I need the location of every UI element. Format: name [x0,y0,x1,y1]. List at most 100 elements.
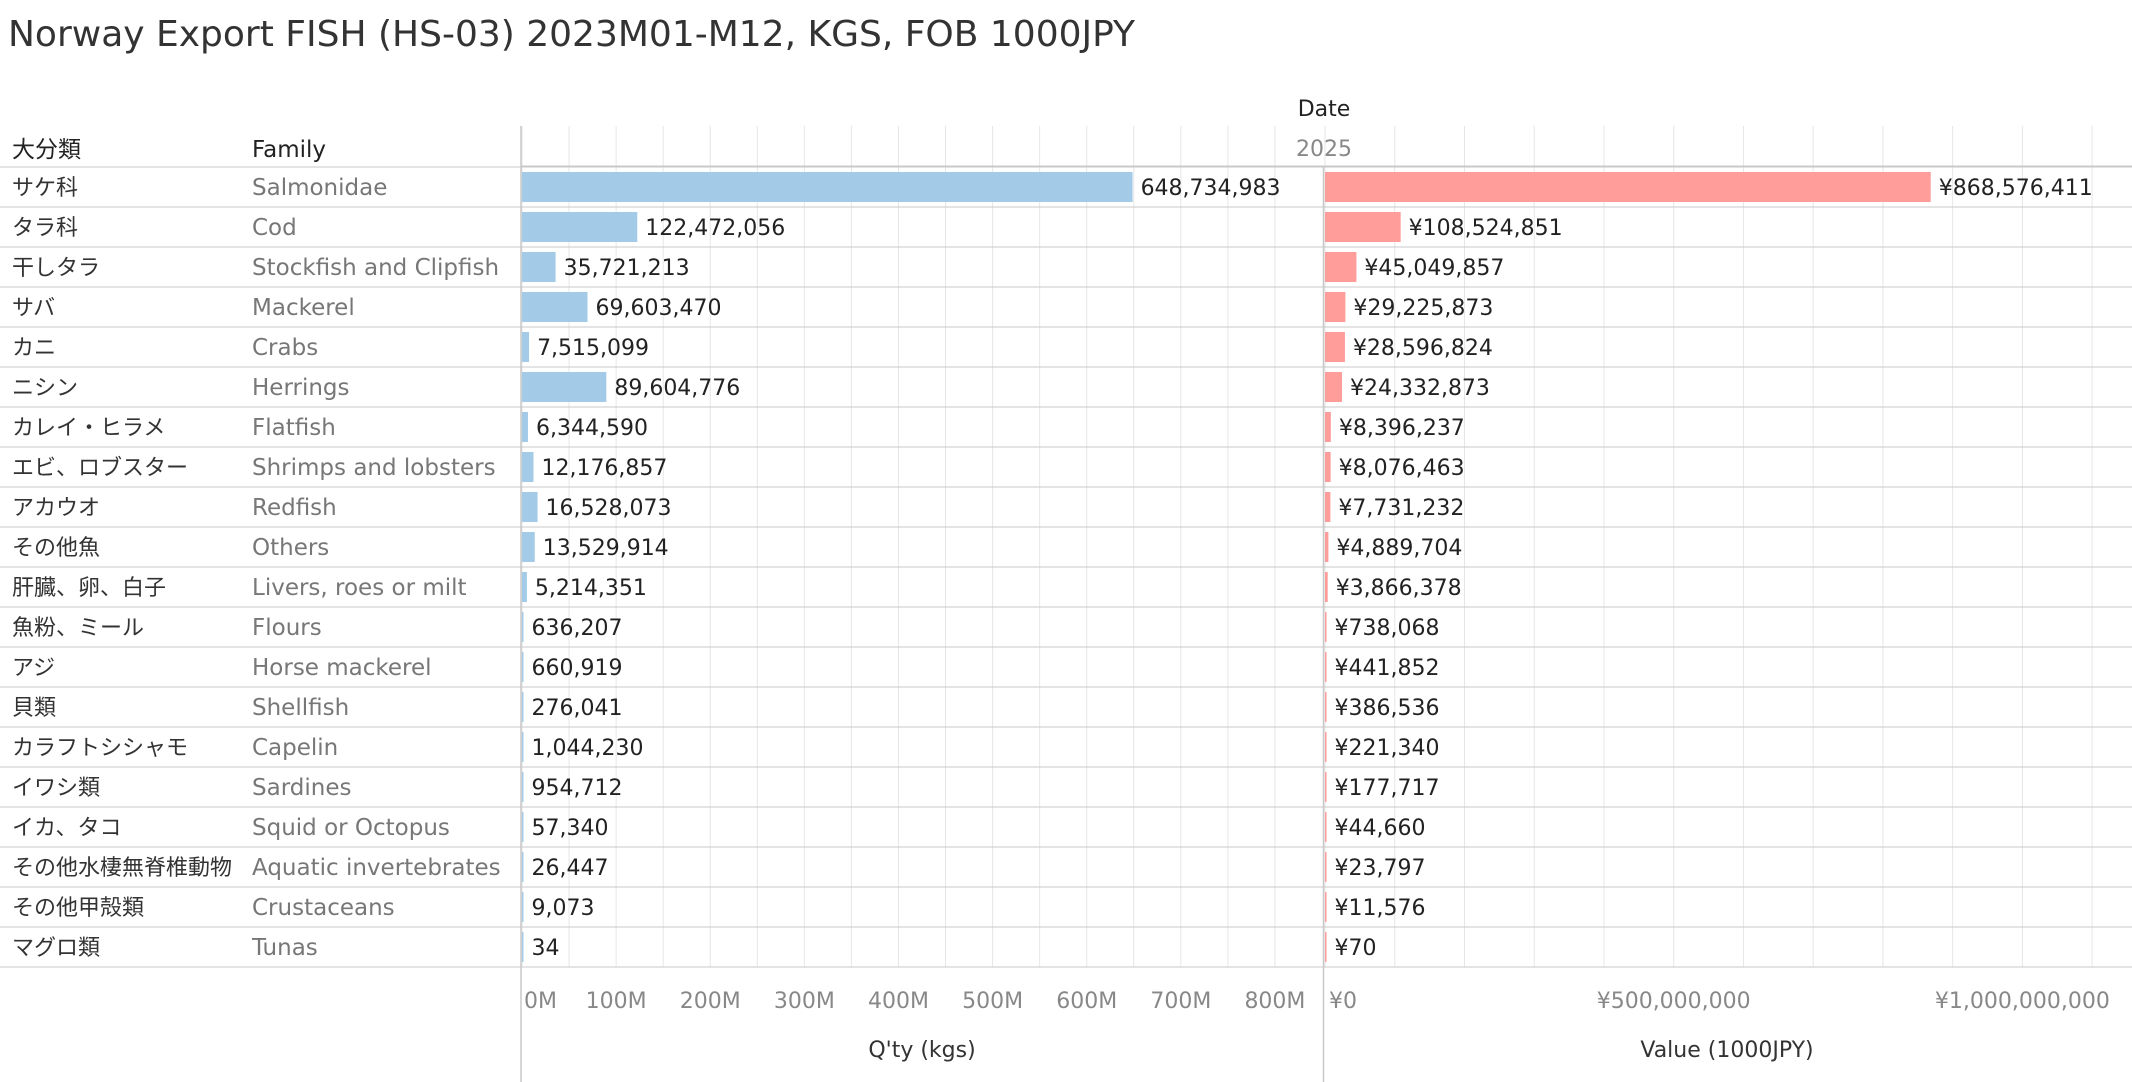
value-bar [1325,252,1357,282]
qty-data-label: 6,344,590 [536,416,648,441]
value-data-label: ¥738,068 [1335,616,1440,641]
qty-bar [522,612,524,642]
category-en-label: Tunas [251,935,318,961]
qty-bar [522,372,607,402]
category-ja-label: サケ科 [12,176,78,201]
value-bar [1325,212,1401,242]
qty-data-label: 954,712 [532,776,623,801]
header-date-value: 2025 [1296,137,1352,162]
qty-data-label: 12,176,857 [541,456,667,481]
category-en-label: Shellfish [252,695,349,721]
category-en-label: Stockfish and Clipfish [252,255,499,281]
category-ja-label: アジ [12,656,55,681]
category-ja-label: カニ [12,336,56,361]
value-tick-label: ¥0 [1329,989,1357,1014]
value-data-label: ¥29,225,873 [1353,296,1493,321]
category-en-label: Flatfish [252,415,336,441]
qty-tick-label: 100M [586,989,647,1014]
category-ja-label: ニシン [12,376,78,401]
value-data-label: ¥44,660 [1335,816,1426,841]
qty-data-label: 636,207 [532,616,623,641]
category-en-label: Horse mackerel [252,655,432,681]
category-en-label: Livers, roes or milt [252,575,467,601]
category-en-label: Mackerel [252,295,355,321]
tick-layer: 0M 100M 200M 300M 400M 500M 600M 700M 800M ¥0 ¥500… [524,989,2110,1014]
category-en-label: Others [252,535,329,561]
qty-tick-label: 300M [774,989,835,1014]
category-ja-label: その他水棲無脊椎動物 [12,856,232,881]
qty-bar [522,532,535,562]
qty-data-label: 648,734,983 [1141,176,1281,201]
category-en-label: Crustaceans [252,895,395,921]
labels-layer: サケ科 Salmonidae 648,734,983 ¥868,576,411 タラ科 C… [12,175,2093,961]
qty-data-label: 16,528,073 [546,496,672,521]
header-col2: Family [252,137,326,163]
value-bar [1325,932,1327,962]
value-bar [1325,532,1329,562]
value-data-label: ¥28,596,824 [1353,336,1493,361]
category-en-label: Redfish [252,495,337,521]
value-data-label: ¥8,396,237 [1339,416,1465,441]
qty-data-label: 660,919 [532,656,623,681]
category-ja-label: イワシ類 [12,776,100,801]
qty-tick-label: 700M [1150,989,1211,1014]
qty-tick-label: 0M [524,989,557,1014]
qty-bar [522,892,524,922]
qty-axis-title: Q'ty (kgs) [868,1038,975,1063]
category-en-label: Flours [252,615,322,641]
page-title: Norway Export FISH (HS-03) 2023M01-M12, … [8,14,1136,55]
header-col1: 大分類 [12,137,81,163]
category-en-label: Aquatic invertebrates [252,855,501,881]
qty-data-label: 34 [532,936,560,961]
qty-data-label: 7,515,099 [537,336,649,361]
category-ja-label: カラフトシシャモ [12,736,188,761]
category-ja-label: 魚粉、ミール [12,616,144,641]
category-ja-label: カレイ・ヒラメ [12,416,165,441]
value-data-label: ¥3,866,378 [1336,576,1462,601]
category-en-label: Cod [252,215,297,241]
qty-bar [522,332,530,362]
category-ja-label: 肝臓、卵、白子 [12,576,166,601]
value-data-label: ¥177,717 [1335,776,1440,801]
value-bar [1325,572,1328,602]
category-ja-label: その他魚 [12,536,100,561]
value-data-label: ¥7,731,232 [1338,496,1464,521]
qty-data-label: 1,044,230 [532,736,644,761]
qty-tick-label: 600M [1056,989,1117,1014]
value-tick-label: ¥1,000,000,000 [1935,989,2110,1014]
value-bar [1325,812,1327,842]
value-data-label: ¥4,889,704 [1336,536,1462,561]
qty-data-label: 57,340 [532,816,609,841]
category-ja-label: 貝類 [12,696,56,721]
qty-bar [522,452,534,482]
category-en-label: Capelin [252,735,338,761]
qty-data-label: 35,721,213 [564,256,690,281]
value-bar [1325,732,1327,762]
value-bar [1325,612,1327,642]
category-en-label: Sardines [252,775,351,801]
value-bar [1325,172,1931,202]
value-data-label: ¥221,340 [1335,736,1440,761]
qty-bar [522,852,524,882]
category-en-label: Shrimps and lobsters [252,455,496,481]
qty-bar [522,692,524,722]
category-ja-label: イカ、タコ [12,816,122,841]
qty-bar [522,812,524,842]
value-data-label: ¥24,332,873 [1350,376,1490,401]
value-data-label: ¥70 [1335,936,1377,961]
qty-data-label: 9,073 [532,896,595,921]
row-lines [0,166,2132,968]
value-tick-label: ¥500,000,000 [1597,989,1751,1014]
category-ja-label: 干しタラ [12,256,100,281]
qty-data-label: 89,604,776 [614,376,740,401]
grid-layer [520,126,2132,1082]
bars-layer [522,172,1931,962]
qty-bar [522,412,528,442]
value-bar [1325,332,1345,362]
qty-tick-label: 500M [962,989,1023,1014]
qty-bar [522,652,524,682]
value-bar [1325,892,1327,922]
qty-bar [522,212,638,242]
value-bar [1325,652,1327,682]
